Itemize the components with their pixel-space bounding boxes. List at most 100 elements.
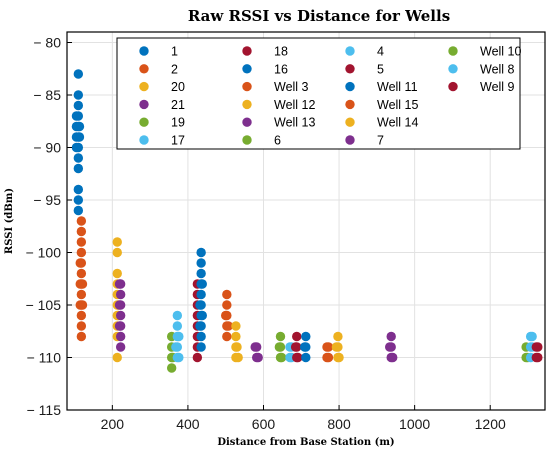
data-point — [74, 132, 85, 142]
legend-marker — [345, 117, 355, 127]
data-point — [299, 342, 310, 352]
data-point — [76, 310, 87, 321]
legend-label: Well 3 — [274, 80, 309, 94]
legend-item: Well 9 — [448, 80, 515, 94]
legend-marker — [139, 99, 149, 110]
data-point — [115, 289, 126, 300]
legend: 1 2 20 21 19 17 18 16 Well 3 Well 12 Well 13 6 4 5 Wel… — [116, 37, 522, 150]
data-point — [73, 163, 84, 174]
legend-item: 6 — [242, 134, 281, 148]
chart-title: Raw RSSI vs Distance for Wells — [188, 7, 450, 25]
data-point — [290, 342, 301, 352]
legend-marker — [242, 99, 252, 110]
x-tick-label: 800 — [327, 416, 351, 432]
legend-marker — [345, 99, 355, 110]
series-7 — [384, 331, 398, 363]
legend-item: 19 — [139, 116, 185, 130]
legend-item: 17 — [139, 134, 185, 148]
data-point — [73, 90, 84, 100]
data-point — [196, 258, 206, 268]
series-well-13 — [250, 342, 263, 363]
legend-label: Well 8 — [480, 62, 515, 76]
legend-label: Well 13 — [274, 116, 316, 130]
legend-label: 5 — [377, 62, 384, 76]
data-point — [197, 279, 207, 289]
y-tick-label: − 80 — [33, 35, 61, 51]
legend-label: 18 — [274, 45, 288, 59]
legend-label: Well 12 — [274, 98, 316, 112]
data-point — [196, 268, 206, 279]
data-point — [250, 342, 260, 352]
legend-item: 5 — [345, 62, 384, 76]
legend-marker — [242, 117, 252, 127]
data-point — [114, 321, 125, 331]
data-point — [112, 237, 122, 247]
data-point — [331, 342, 342, 352]
data-point — [77, 279, 88, 289]
legend-label: 7 — [377, 134, 384, 148]
data-point — [533, 352, 543, 363]
legend-item: Well 10 — [448, 45, 522, 59]
data-point — [115, 342, 126, 352]
data-point — [77, 300, 88, 310]
legend-label: 19 — [171, 116, 185, 130]
data-point — [76, 247, 87, 258]
series-well-12 — [231, 321, 243, 363]
legend-item: Well 11 — [345, 80, 418, 94]
series-well-3 — [221, 289, 234, 342]
data-point — [76, 216, 87, 226]
data-point — [192, 352, 203, 363]
data-point — [301, 331, 311, 342]
legend-label: 4 — [377, 45, 384, 59]
y-tick-label: − 90 — [33, 140, 61, 156]
data-point — [196, 342, 206, 352]
data-point — [73, 195, 84, 205]
data-point — [292, 331, 302, 342]
legend-item: Well 15 — [345, 98, 419, 112]
data-point — [115, 331, 126, 342]
legend-marker — [448, 81, 458, 92]
data-point — [275, 331, 286, 342]
data-point — [196, 289, 206, 300]
axis-ticks: 200 400 600 800 1000 1200 − 115 − 110 − 105 − 100… — [26, 35, 506, 433]
data-point — [276, 352, 287, 363]
legend-marker — [242, 81, 252, 92]
legend-item: Well 8 — [448, 62, 515, 76]
series-well-9 — [531, 342, 543, 363]
data-point — [221, 310, 231, 321]
data-point — [293, 352, 303, 363]
x-tick-label: 1000 — [399, 416, 430, 432]
legend-marker — [242, 46, 252, 56]
data-point — [112, 268, 122, 279]
data-point — [74, 121, 85, 132]
x-tick-label: 1200 — [475, 416, 506, 432]
data-point — [196, 247, 206, 258]
legend-label: Well 11 — [377, 80, 418, 94]
data-points — [71, 69, 543, 373]
data-point — [334, 352, 344, 363]
data-point — [222, 331, 232, 342]
x-axis-label: Distance from Base Station (m) — [217, 437, 394, 448]
legend-marker — [139, 135, 149, 145]
data-point — [76, 268, 87, 279]
legend-box — [116, 37, 521, 150]
legend-label: 6 — [274, 134, 281, 148]
data-point — [76, 331, 87, 342]
series-1 — [71, 69, 85, 216]
legend-label: 2 — [171, 62, 178, 76]
data-point — [73, 184, 84, 195]
legend-marker — [345, 64, 355, 74]
data-point — [75, 258, 85, 268]
legend-marker — [345, 135, 355, 145]
legend-label: Well 9 — [480, 80, 515, 94]
data-point — [233, 352, 243, 363]
data-point — [166, 363, 177, 373]
legend-marker — [448, 64, 458, 74]
legend-marker — [345, 81, 355, 92]
legend-label: 20 — [171, 80, 185, 94]
data-point — [71, 111, 82, 121]
data-point — [114, 279, 125, 289]
x-tick-label: 400 — [176, 416, 200, 432]
data-point — [195, 300, 205, 310]
data-point — [231, 331, 241, 342]
